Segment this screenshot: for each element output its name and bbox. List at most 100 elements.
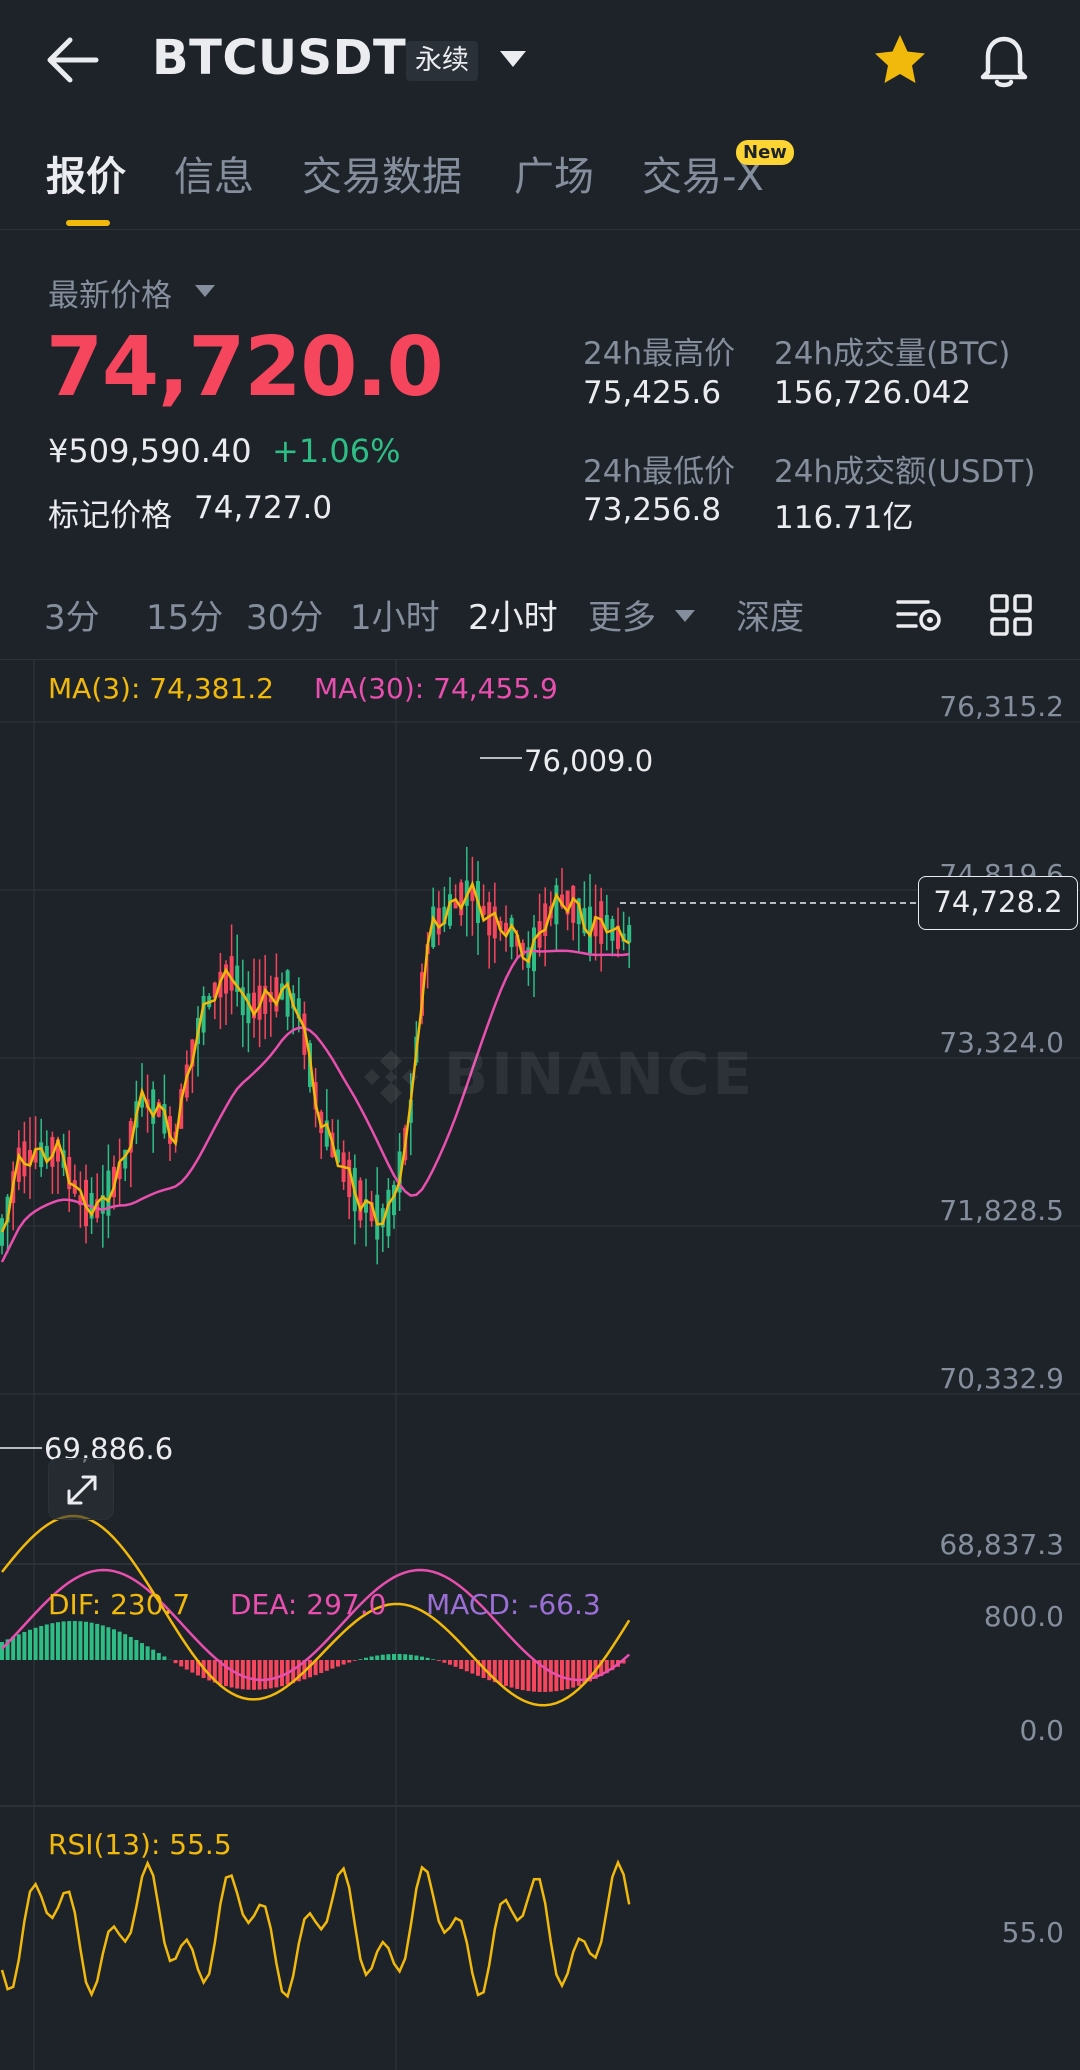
new-badge: New bbox=[736, 140, 794, 165]
macd-bar bbox=[358, 1659, 363, 1660]
macd-bar bbox=[173, 1660, 178, 1664]
macd-bar bbox=[386, 1654, 391, 1660]
macd-bar bbox=[190, 1660, 195, 1673]
macd-bar bbox=[504, 1660, 508, 1686]
macd-bar bbox=[588, 1660, 592, 1682]
candle-body bbox=[100, 1194, 105, 1214]
macd-bar bbox=[610, 1660, 615, 1671]
macd-bar bbox=[319, 1660, 324, 1673]
macd-bar bbox=[369, 1656, 374, 1660]
tab-square[interactable]: 广场 bbox=[514, 154, 594, 200]
macd-axis-label: 800.0 bbox=[983, 1600, 1064, 1633]
candle-body bbox=[162, 1104, 167, 1134]
macd-bar bbox=[380, 1654, 385, 1660]
macd-bar bbox=[543, 1660, 548, 1692]
candle-body bbox=[504, 922, 508, 934]
tab-info[interactable]: 信息 bbox=[174, 154, 254, 200]
candle-body bbox=[593, 916, 598, 937]
top-tabs: 报价 信息 交易数据 广场 交易-X New bbox=[0, 130, 1080, 230]
tab-trading-data[interactable]: 交易数据 bbox=[302, 154, 462, 200]
symbol-title[interactable]: BTCUSDT bbox=[152, 30, 407, 86]
interval-more[interactable]: 更多 bbox=[588, 598, 656, 638]
macd-bar bbox=[571, 1660, 576, 1688]
macd-bar bbox=[56, 1622, 60, 1660]
depth-tab[interactable]: 深度 bbox=[736, 598, 804, 638]
candle-body bbox=[235, 965, 240, 992]
macd-bar bbox=[492, 1660, 497, 1683]
candle-body bbox=[140, 1094, 144, 1108]
macd-bar bbox=[442, 1660, 447, 1663]
macd-bar bbox=[324, 1660, 329, 1671]
macd-bar bbox=[123, 1634, 128, 1660]
macd-bar bbox=[291, 1660, 296, 1684]
macd-bar bbox=[268, 1660, 273, 1689]
layout-grid-icon[interactable] bbox=[986, 590, 1036, 640]
volume-btc-label: 24h成交量(BTC) bbox=[774, 336, 1011, 372]
macd-bar bbox=[67, 1621, 72, 1660]
interval-2h[interactable]: 2小时 bbox=[468, 598, 558, 638]
indicator-settings-icon[interactable] bbox=[894, 590, 944, 640]
candle-body bbox=[453, 900, 458, 909]
macd-bar bbox=[599, 1660, 604, 1677]
macd-bar bbox=[218, 1660, 223, 1685]
macd-bar bbox=[487, 1660, 492, 1681]
tab-quote[interactable]: 报价 bbox=[46, 154, 126, 200]
candle-body bbox=[442, 906, 447, 925]
candle-body bbox=[436, 907, 441, 935]
binance-watermark: BINANCE bbox=[444, 1040, 755, 1108]
bell-icon[interactable] bbox=[972, 28, 1036, 92]
macd-bar bbox=[50, 1623, 55, 1660]
macd-bar bbox=[229, 1660, 234, 1688]
macd-axis-label: 0.0 bbox=[1019, 1714, 1064, 1747]
price-axis-label: 68,837.3 bbox=[939, 1528, 1064, 1561]
macd-bar bbox=[397, 1653, 402, 1660]
star-icon[interactable] bbox=[870, 30, 930, 90]
macd-bar bbox=[414, 1655, 419, 1660]
price-axis-label: 76,315.2 bbox=[939, 690, 1064, 723]
candle-body bbox=[229, 956, 234, 991]
macd-bar bbox=[33, 1627, 38, 1660]
latest-price-label[interactable]: 最新价格 bbox=[48, 278, 172, 314]
chevron-down-icon[interactable] bbox=[498, 48, 528, 74]
expand-chart-button[interactable] bbox=[48, 1458, 114, 1520]
macd-bar bbox=[330, 1660, 335, 1669]
macd-bar bbox=[459, 1660, 464, 1670]
dea-line bbox=[1, 1568, 631, 1682]
low-24h-value: 73,256.8 bbox=[583, 492, 722, 528]
macd-bar bbox=[0, 1642, 4, 1660]
ma3-label: MA(3): 74,381.2 bbox=[48, 672, 274, 705]
ma30-line bbox=[0, 949, 630, 1263]
candle-body bbox=[565, 890, 570, 915]
candle-body bbox=[44, 1145, 49, 1161]
interval-1h[interactable]: 1小时 bbox=[350, 598, 440, 638]
candle-body bbox=[554, 885, 559, 925]
price-axis-label: 70,332.9 bbox=[939, 1362, 1064, 1395]
current-price-tag[interactable]: 74,728.2 bbox=[918, 876, 1078, 930]
candle-body bbox=[532, 927, 536, 972]
macd-bar bbox=[336, 1660, 340, 1667]
macd-bar bbox=[347, 1660, 352, 1663]
candle-body bbox=[375, 1194, 380, 1240]
macd-bar bbox=[257, 1660, 262, 1690]
candle-body bbox=[604, 914, 609, 930]
kline-chart[interactable] bbox=[0, 660, 1080, 2070]
candle-body bbox=[78, 1195, 83, 1206]
candle-body bbox=[123, 1149, 128, 1169]
price-axis-label: 71,828.5 bbox=[939, 1194, 1064, 1227]
interval-3m[interactable]: 3分 bbox=[44, 598, 100, 638]
candle-body bbox=[582, 908, 587, 934]
candle-body bbox=[470, 886, 475, 901]
back-arrow-icon[interactable] bbox=[40, 30, 110, 90]
chevron-down-icon[interactable] bbox=[194, 283, 216, 302]
candle-body bbox=[397, 1151, 402, 1193]
macd-bar bbox=[520, 1660, 525, 1691]
candle-body bbox=[128, 1121, 133, 1153]
candle-body bbox=[106, 1170, 111, 1216]
macd-bar bbox=[352, 1660, 357, 1661]
interval-30m[interactable]: 30分 bbox=[246, 598, 324, 638]
interval-15m[interactable]: 15分 bbox=[146, 598, 224, 638]
macd-bar bbox=[117, 1631, 122, 1660]
chevron-down-icon[interactable] bbox=[674, 608, 696, 627]
candle-body bbox=[498, 920, 503, 930]
macd-bar bbox=[72, 1620, 77, 1660]
